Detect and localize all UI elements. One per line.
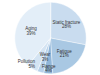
svg-text:Aging39%: Aging39% (25, 26, 37, 36)
svg-text:Static fracture28%: Static fracture28% (53, 20, 81, 30)
svg-text:Pollution5%: Pollution5% (18, 59, 36, 69)
svg-text:Wear3%: Wear3% (40, 52, 51, 62)
svg-text:Flange4%: Flange4% (42, 63, 56, 73)
svg-text:Fatigue21%: Fatigue21% (57, 49, 73, 59)
